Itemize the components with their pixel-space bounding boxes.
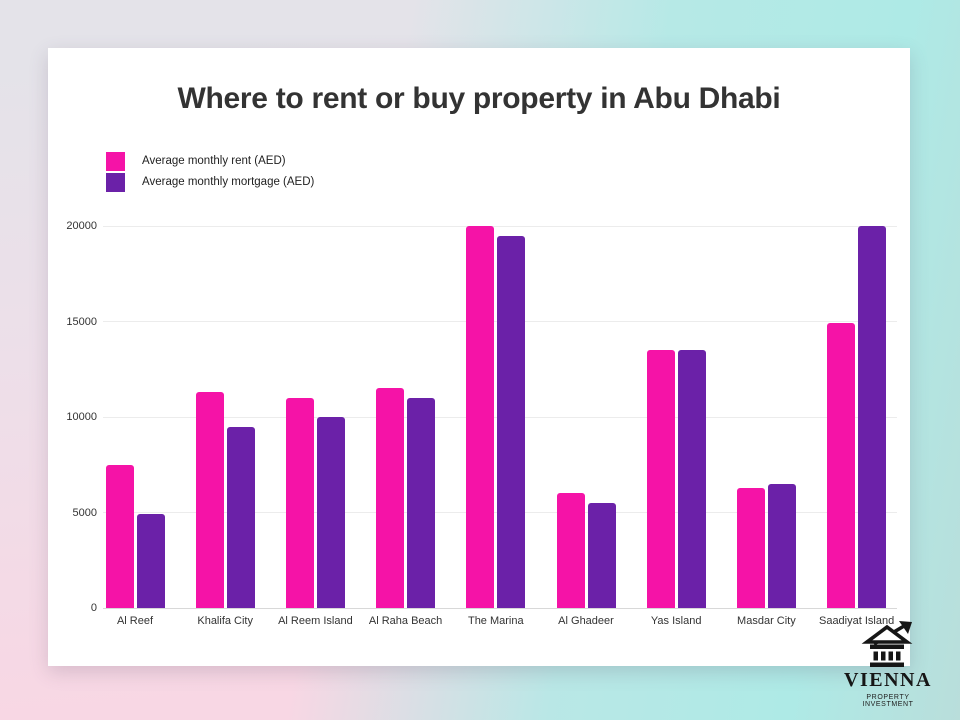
x-axis-label-the-marina: The Marina xyxy=(467,615,524,627)
x-axis-label-khalifa-city: Khalifa City xyxy=(197,615,253,627)
legend-label-rent: Average monthly rent (AED) xyxy=(142,155,286,167)
bar-rent-al-reem-island xyxy=(285,397,314,608)
legend-label-mortgage: Average monthly mortgage (AED) xyxy=(142,176,315,188)
gridline-0 xyxy=(103,607,897,609)
y-axis-tick-5000: 5000 xyxy=(72,506,97,519)
y-axis-tick-15000: 15000 xyxy=(66,315,97,328)
bar-rent-khalifa-city xyxy=(195,392,224,608)
bar-rent-masdar-city xyxy=(736,487,765,608)
legend-swatch-mortgage xyxy=(106,172,125,192)
legend-swatch-rent xyxy=(106,151,125,171)
bar-mortgage-saadiyat-island xyxy=(858,226,887,608)
x-axis-label-al-reem-island: Al Reem Island xyxy=(278,615,353,627)
y-axis-tick-20000: 20000 xyxy=(66,220,97,232)
bar-mortgage-al-reef xyxy=(136,514,165,608)
columns xyxy=(873,651,901,661)
x-axis-label-al-raha-beach: Al Raha Beach xyxy=(368,615,443,627)
bar-mortgage-masdar-city xyxy=(767,483,796,608)
bar-rent-yas-island xyxy=(646,350,675,608)
x-axis-label-saadiyat-island: Saadiyat Island xyxy=(818,615,895,627)
bar-mortgage-al-raha-beach xyxy=(407,397,436,608)
x-axis-label-al-reef: Al Reef xyxy=(116,615,154,627)
bar-rent-al-ghadeer xyxy=(556,493,585,608)
x-axis-label-al-ghadeer: Al Ghadeer xyxy=(558,615,614,627)
bar-mortgage-the-marina xyxy=(497,235,526,608)
gridline-20000 xyxy=(103,225,897,227)
base-bar xyxy=(870,662,904,667)
bar-rent-the-marina xyxy=(466,226,495,608)
brand-tagline: PROPERTY INVESTMENT xyxy=(862,694,914,708)
brand-name: VIENNA xyxy=(844,669,932,691)
x-axis-label-yas-island: Yas Island xyxy=(650,615,702,627)
vienna-logo: VIENNA PROPERTY INVESTMENT xyxy=(840,620,936,708)
y-axis-tick-10000: 10000 xyxy=(66,411,97,423)
legend: Average monthly rent (AED) Average month… xyxy=(106,151,314,193)
bar-mortgage-al-ghadeer xyxy=(587,502,616,608)
bar-rent-al-reef xyxy=(105,464,134,608)
x-axis-label-masdar-city: Masdar City xyxy=(737,615,796,627)
pediment-shape xyxy=(861,624,913,644)
y-axis-tick-0: 0 xyxy=(90,602,97,614)
chart-title: Where to rent or buy property in Abu Dha… xyxy=(177,82,781,115)
bar-rent-saadiyat-island xyxy=(827,323,856,608)
legend-item-mortgage: Average monthly mortgage (AED) xyxy=(106,172,314,192)
architrave-bar xyxy=(870,644,904,649)
legend-item-rent: Average monthly rent (AED) xyxy=(106,151,314,171)
bar-mortgage-yas-island xyxy=(677,350,706,608)
chart-panel: Where to rent or buy property in Abu Dha… xyxy=(48,48,910,666)
bar-mortgage-al-reem-island xyxy=(316,417,345,608)
bar-rent-al-raha-beach xyxy=(376,388,405,608)
bar-mortgage-khalifa-city xyxy=(226,426,255,608)
bank-building-growth-arrow-icon xyxy=(861,621,913,667)
